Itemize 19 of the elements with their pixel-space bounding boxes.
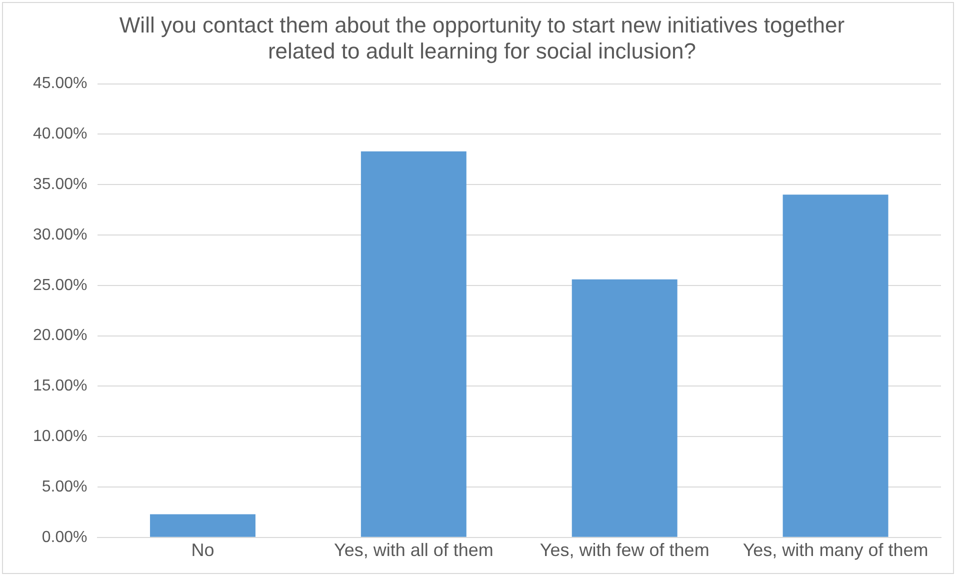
y-tick-label: 0.00% [42,528,88,546]
x-tick-label: No [191,540,214,560]
bar [150,514,256,537]
x-tick-label: Yes, with many of them [742,540,928,560]
y-tick-label: 20.00% [33,327,88,344]
y-tick-label: 15.00% [33,378,88,395]
bar [782,194,888,537]
y-tick-label: 5.00% [42,478,88,496]
y-tick-label: 35.00% [33,176,88,194]
y-tick-label: 10.00% [33,428,88,446]
x-tick-label: Yes, with all of them [334,540,494,560]
x-tick-label: Yes, with few of them [540,540,710,560]
y-tick-label: 30.00% [33,226,88,244]
y-tick-label: 45.00% [33,75,88,92]
y-tick-label: 25.00% [33,276,88,294]
bar [572,279,678,537]
bar [360,151,466,537]
chart-title: Will you contact them about the opportunity to start new initiatives together related to adult learning for social inclusion? [119,12,845,64]
y-tick-label: 40.00% [33,126,88,143]
